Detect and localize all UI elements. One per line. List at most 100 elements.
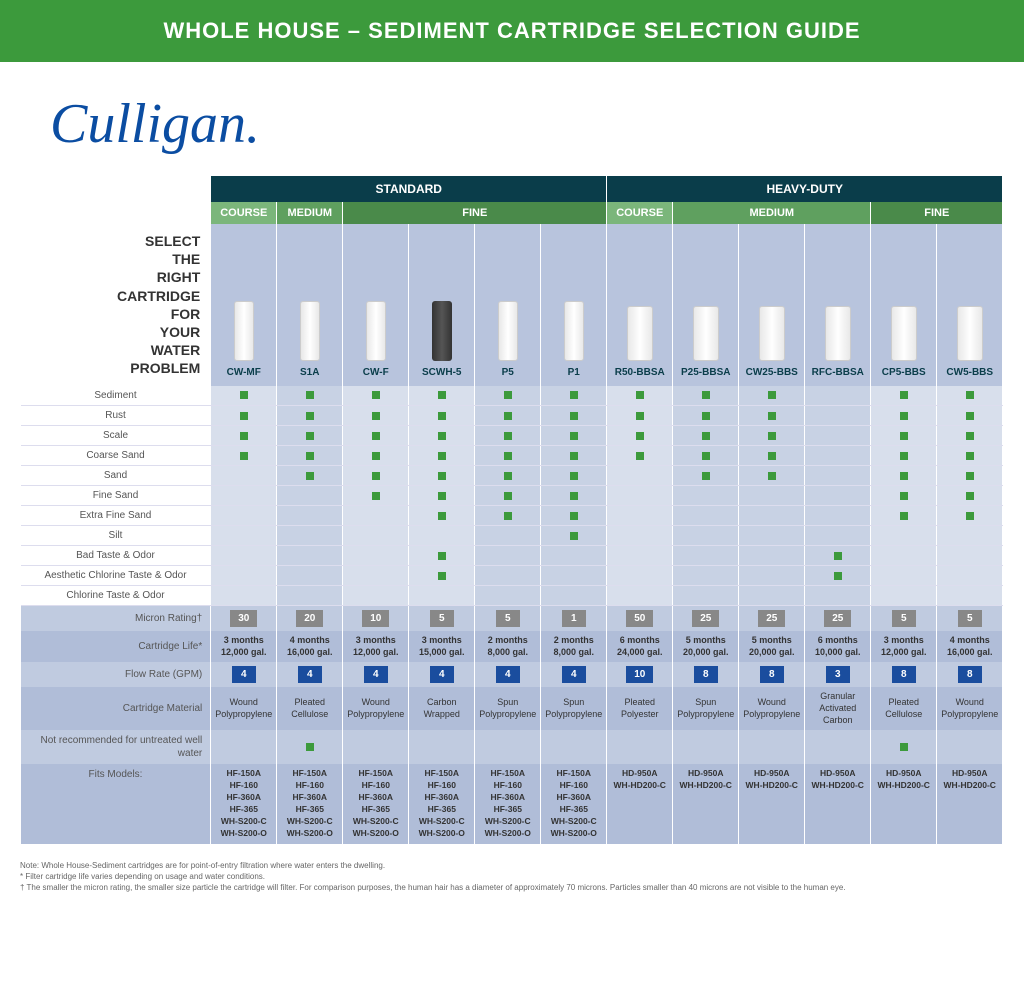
- feature-cell: [673, 446, 739, 466]
- feature-cell: [673, 426, 739, 446]
- check-icon: [372, 391, 380, 399]
- feature-cell: [541, 486, 607, 506]
- spec-cell: [805, 730, 871, 764]
- feature-cell: [409, 466, 475, 486]
- check-icon: [768, 452, 776, 460]
- feature-cell: [805, 546, 871, 566]
- spec-cell: 5: [475, 606, 541, 632]
- spec-cell: SpunPolypropylene: [541, 687, 607, 730]
- feature-cell: [277, 386, 343, 406]
- feature-label: Aesthetic Chlorine Taste & Odor: [21, 566, 211, 586]
- feature-cell: [805, 566, 871, 586]
- feature-cell: [673, 386, 739, 406]
- feature-cell: [343, 486, 409, 506]
- grade-header: COURSE: [211, 202, 277, 224]
- feature-cell: [277, 546, 343, 566]
- feature-cell: [607, 386, 673, 406]
- spec-cell: [607, 730, 673, 764]
- check-icon: [438, 412, 446, 420]
- check-icon: [900, 512, 908, 520]
- spec-cell: 3: [805, 662, 871, 687]
- spec-cell: 5 months20,000 gal.: [739, 631, 805, 662]
- spec-cell: 8: [871, 662, 937, 687]
- spec-cell: 4: [343, 662, 409, 687]
- check-icon: [966, 432, 974, 440]
- check-icon: [438, 552, 446, 560]
- feature-cell: [343, 566, 409, 586]
- feature-cell: [673, 506, 739, 526]
- feature-cell: [739, 566, 805, 586]
- feature-cell: [211, 506, 277, 526]
- check-icon: [504, 391, 512, 399]
- product-header: P25-BBSA: [673, 224, 739, 386]
- feature-cell: [871, 526, 937, 546]
- check-icon: [768, 412, 776, 420]
- category-header: HEAVY-DUTY: [607, 176, 1003, 202]
- feature-cell: [211, 486, 277, 506]
- spec-cell: 8: [673, 662, 739, 687]
- check-icon: [570, 391, 578, 399]
- spec-label: Not recommended for untreated well water: [21, 730, 211, 764]
- spec-cell: CarbonWrapped: [409, 687, 475, 730]
- feature-cell: [937, 446, 1003, 466]
- feature-cell: [211, 386, 277, 406]
- spec-cell: SpunPolypropylene: [475, 687, 541, 730]
- spec-cell: [343, 730, 409, 764]
- spec-cell: 5: [409, 606, 475, 632]
- select-label: SELECTTHERIGHTCARTRIDGEFORYOURWATERPROBL…: [21, 224, 211, 386]
- check-icon: [900, 432, 908, 440]
- feature-cell: [739, 386, 805, 406]
- feature-label: Scale: [21, 426, 211, 446]
- feature-cell: [871, 446, 937, 466]
- feature-cell: [541, 586, 607, 606]
- feature-cell: [409, 386, 475, 406]
- cartridge-icon: [564, 301, 584, 361]
- feature-cell: [607, 406, 673, 426]
- feature-cell: [937, 406, 1003, 426]
- fits-cell: HF-150AHF-160HF-360AHF-365WH-S200-CWH-S2…: [211, 764, 277, 843]
- spec-cell: [409, 730, 475, 764]
- feature-cell: [871, 546, 937, 566]
- feature-cell: [937, 546, 1003, 566]
- check-icon: [900, 452, 908, 460]
- spec-cell: [211, 730, 277, 764]
- check-icon: [966, 492, 974, 500]
- spec-cell: 2 months8,000 gal.: [541, 631, 607, 662]
- check-icon: [900, 492, 908, 500]
- feature-label: Rust: [21, 406, 211, 426]
- fits-cell: HF-150AHF-160HF-360AHF-365WH-S200-CWH-S2…: [541, 764, 607, 843]
- spec-cell: 20: [277, 606, 343, 632]
- feature-cell: [541, 426, 607, 446]
- feature-cell: [343, 426, 409, 446]
- check-icon: [372, 492, 380, 500]
- check-icon: [306, 452, 314, 460]
- feature-cell: [541, 566, 607, 586]
- check-icon: [966, 472, 974, 480]
- feature-label: Extra Fine Sand: [21, 506, 211, 526]
- check-icon: [900, 391, 908, 399]
- spec-cell: 10: [607, 662, 673, 687]
- category-header: STANDARD: [211, 176, 607, 202]
- check-icon: [570, 452, 578, 460]
- spec-cell: 3 months12,000 gal.: [871, 631, 937, 662]
- check-icon: [372, 472, 380, 480]
- spec-cell: 4 months16,000 gal.: [277, 631, 343, 662]
- check-icon: [900, 472, 908, 480]
- grade-header: FINE: [871, 202, 1003, 224]
- spec-cell: WoundPolypropylene: [937, 687, 1003, 730]
- check-icon: [306, 743, 314, 751]
- feature-cell: [607, 486, 673, 506]
- feature-cell: [541, 446, 607, 466]
- feature-cell: [871, 406, 937, 426]
- feature-cell: [805, 526, 871, 546]
- check-icon: [702, 472, 710, 480]
- fits-cell: HF-150AHF-160HF-360AHF-365WH-S200-CWH-S2…: [277, 764, 343, 843]
- feature-cell: [409, 586, 475, 606]
- feature-cell: [409, 546, 475, 566]
- spec-cell: 3 months15,000 gal.: [409, 631, 475, 662]
- cartridge-icon: [234, 301, 254, 361]
- feature-cell: [871, 586, 937, 606]
- check-icon: [768, 432, 776, 440]
- spec-cell: 1: [541, 606, 607, 632]
- feature-cell: [277, 426, 343, 446]
